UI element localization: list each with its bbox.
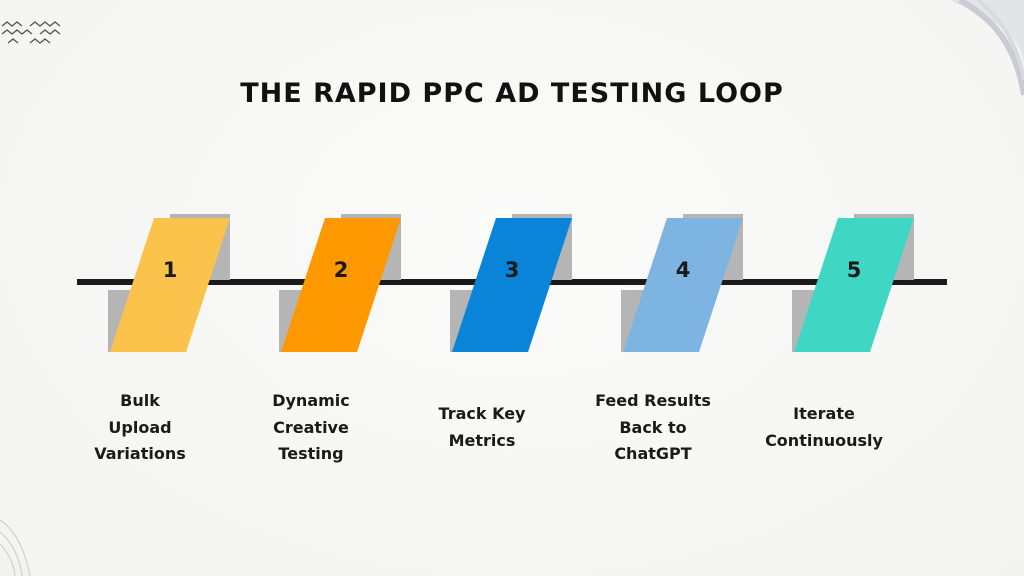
step-number: 4 (675, 258, 691, 282)
step-label: Dynamic Creative Testing (272, 391, 350, 463)
step-4 (621, 214, 743, 352)
step-parallelogram (281, 218, 401, 352)
step-parallelogram (623, 218, 743, 352)
wave-decoration (950, 0, 1024, 96)
step-label: Feed Results Back to ChatGPT (595, 391, 711, 463)
step-2 (279, 214, 401, 352)
step-3 (450, 214, 572, 352)
line-decoration (0, 519, 31, 576)
step-parallelogram (794, 218, 914, 352)
step-1 (108, 214, 230, 352)
step-label: Track Key Metrics (438, 404, 526, 450)
step-number: 1 (162, 258, 178, 282)
step-label: Iterate Continuously (765, 404, 883, 450)
step-number: 2 (333, 258, 349, 282)
step-parallelogram (452, 218, 572, 352)
step-label: Bulk Upload Variations (94, 391, 186, 463)
chevron-pattern-decoration (1, 21, 61, 44)
step-parallelogram (110, 218, 230, 352)
step-5 (792, 214, 914, 352)
step-number: 5 (846, 258, 862, 282)
step-number: 3 (504, 258, 520, 282)
page-title: THE RAPID PPC AD TESTING LOOP (240, 78, 784, 109)
